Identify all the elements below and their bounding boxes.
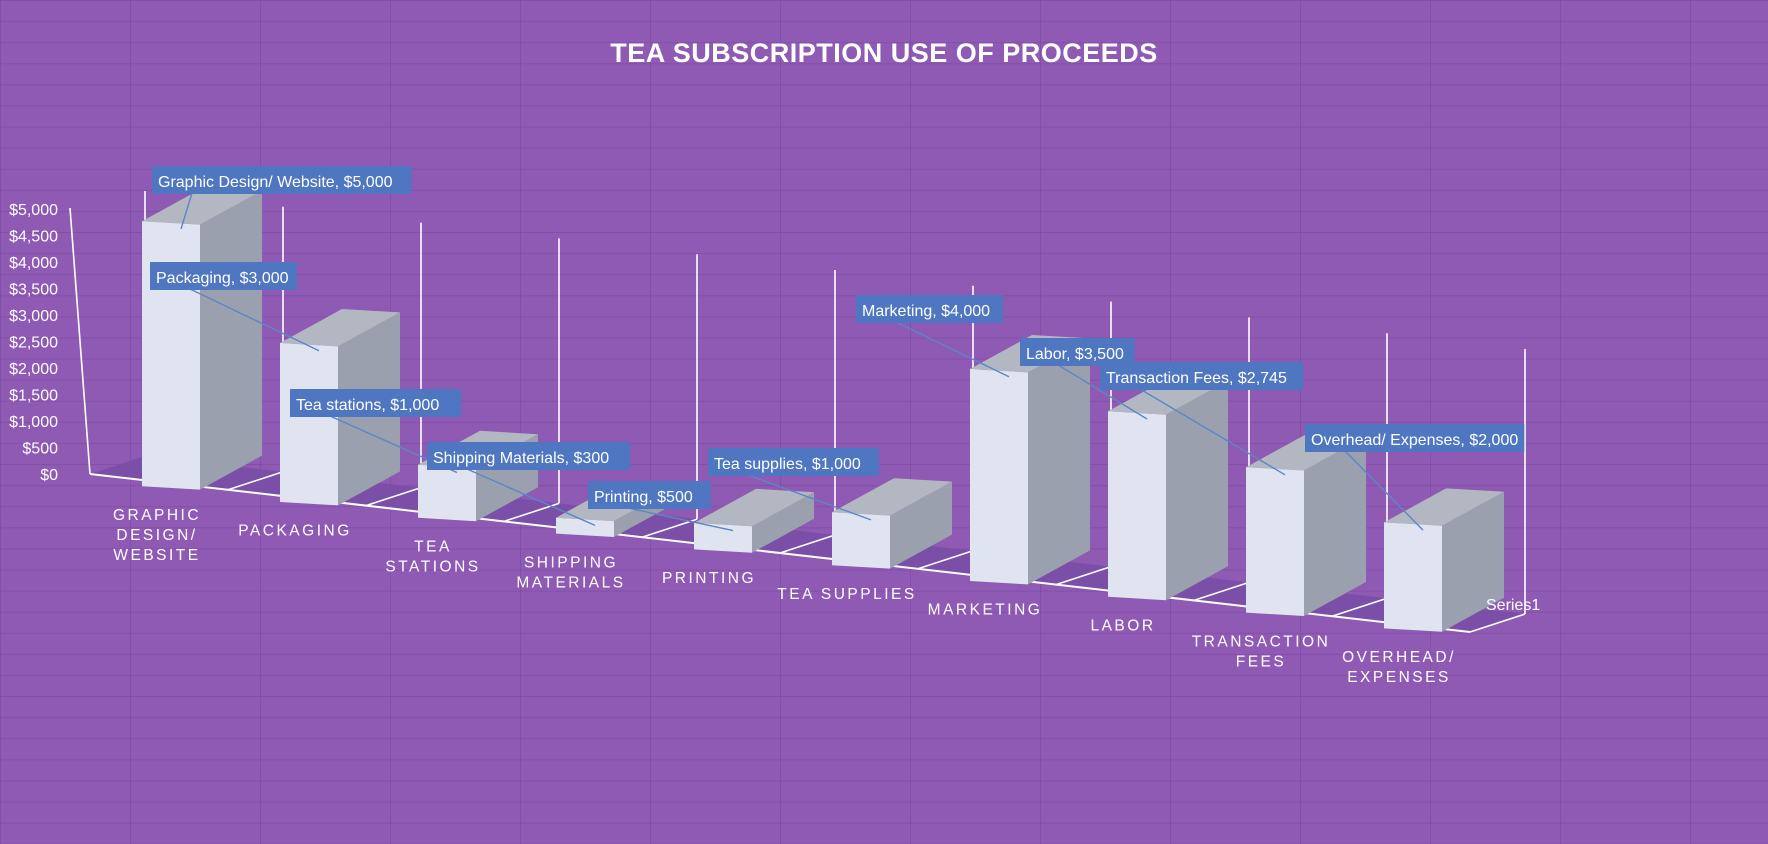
series-depth-label: Series1 [1486, 597, 1540, 614]
bar-side [200, 190, 262, 490]
floor-divider [779, 534, 836, 554]
data-label-leader [627, 507, 734, 532]
x-tick-label: OVERHEAD/EXPENSES [1342, 649, 1456, 686]
y-tick-label: $5,000 [9, 202, 58, 219]
data-label-box [856, 295, 1003, 323]
data-label-leader [1139, 388, 1286, 476]
bar [1246, 467, 1304, 616]
data-label: Overhead/ Expenses, $2,000 [1311, 432, 1518, 449]
y-tick-label: $2,000 [9, 361, 58, 378]
bar-side [1028, 338, 1090, 585]
data-label-box [427, 442, 631, 470]
x-tick-label: MARKETING [928, 602, 1043, 619]
floor-divider [641, 518, 698, 538]
chart-title: TEA SUBSCRIPTION USE OF PROCEEDS [610, 38, 1158, 68]
x-tick-label: TEA SUPPLIES [777, 586, 916, 603]
data-label: Marketing, $4,000 [862, 303, 990, 320]
data-label: Printing, $500 [594, 489, 693, 506]
bar-top [280, 309, 400, 347]
data-label-leader [895, 321, 1010, 378]
x-tick-label: LABOR [1090, 618, 1155, 635]
y-tick-label: $1,500 [9, 388, 58, 405]
data-label: Graphic Design/ Website, $5,000 [158, 174, 393, 191]
floor-divider [1193, 581, 1250, 602]
floor-divider [365, 486, 422, 507]
data-label-leader [1057, 364, 1148, 420]
y-tick-label: $3,000 [9, 308, 58, 325]
bar [556, 517, 614, 537]
floor-divider [227, 471, 284, 491]
y-tick-label: $4,000 [9, 255, 58, 272]
bar [832, 512, 890, 569]
bar-side [1304, 436, 1366, 616]
bar [1108, 411, 1166, 601]
depth-axis-line [1469, 613, 1526, 633]
bar-top [142, 187, 262, 225]
bar [280, 343, 338, 506]
x-tick-label: GRAPHIC DESIGN/WEBSITE [113, 507, 201, 564]
bar-side [890, 481, 952, 569]
y-tick-label: $4,500 [9, 229, 58, 246]
data-label-leader [1344, 450, 1424, 531]
data-label-box [1305, 424, 1525, 452]
data-label-box [150, 262, 297, 290]
value-axis-line [69, 207, 91, 475]
data-label: Labor, $3,500 [1026, 346, 1124, 363]
data-label-leader [747, 474, 872, 521]
data-label-box [588, 481, 711, 509]
y-tick-label: $2,500 [9, 335, 58, 352]
bar-top [1384, 488, 1504, 526]
bar [1384, 522, 1442, 632]
data-label-box [1020, 338, 1135, 366]
x-tick-label: TEA STATIONS [385, 539, 480, 576]
bar-top [832, 478, 952, 516]
floor-divider [1331, 597, 1388, 617]
x-tick-label: TRANSACTION FEES [1192, 633, 1331, 670]
data-label: Tea supplies, $1,000 [714, 456, 861, 473]
bar-top [694, 488, 814, 527]
data-label-box [1100, 362, 1304, 390]
y-tick-label: $500 [22, 441, 58, 458]
data-label: Packaging, $3,000 [156, 270, 289, 287]
bar-side [1442, 491, 1504, 632]
data-label-leader [466, 468, 596, 527]
x-tick-label: PRINTING [662, 570, 756, 587]
floor-divider [503, 502, 560, 523]
y-tick-label: $1,000 [9, 414, 58, 431]
data-label-leader [180, 192, 193, 230]
data-label-leader [189, 288, 320, 352]
data-label: Tea stations, $1,000 [296, 397, 439, 414]
bar [418, 464, 476, 522]
bar-side [1166, 380, 1228, 601]
data-label-box [152, 166, 412, 194]
bar [694, 522, 752, 553]
y-tick-label: $0 [40, 467, 58, 484]
x-tick-label: PACKAGING [238, 523, 352, 540]
data-label-box [708, 448, 879, 476]
floor-divider [1055, 565, 1112, 586]
data-label-box [290, 389, 461, 417]
floor-divider [917, 550, 974, 570]
bar [970, 369, 1028, 585]
data-label: Transaction Fees, $2,745 [1106, 370, 1287, 387]
y-tick-label: $3,500 [9, 282, 58, 299]
x-tick-label: SHIPPING MATERIALS [516, 554, 625, 591]
data-label: Shipping Materials, $300 [433, 450, 609, 467]
bar-side [752, 492, 814, 553]
bar [142, 221, 200, 490]
